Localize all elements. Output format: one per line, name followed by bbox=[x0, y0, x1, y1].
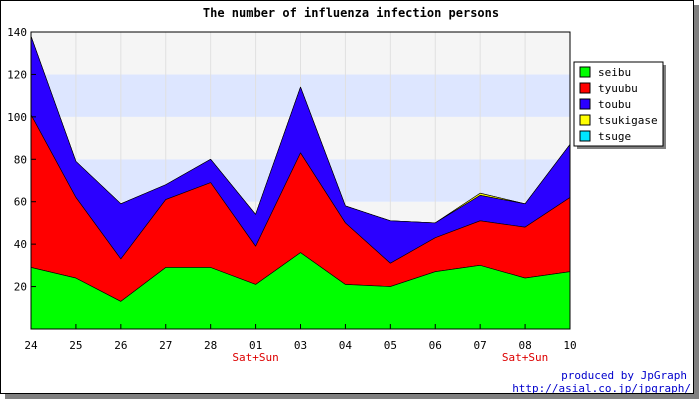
x-tick-label: 04 bbox=[339, 339, 353, 352]
legend-swatch bbox=[579, 114, 591, 126]
x-tick-label: 08 bbox=[518, 339, 531, 352]
x-tick-label: 01 bbox=[249, 339, 262, 352]
legend-label: toubu bbox=[598, 98, 631, 111]
legend-swatch bbox=[579, 130, 591, 142]
credit-line-1: produced by JpGraph bbox=[561, 369, 687, 382]
x-tick-label: 26 bbox=[114, 339, 127, 352]
y-tick-label: 120 bbox=[7, 68, 27, 81]
legend-label: tyuubu bbox=[598, 82, 638, 95]
chart-frame: 20 40 60 80 100 120 140 24 25 26 27 28 01 Sat+Sun 03 0… bbox=[0, 0, 694, 394]
y-axis: 20 40 60 80 100 120 140 bbox=[7, 26, 36, 294]
legend-label: tsukigase bbox=[598, 114, 658, 127]
x-tick-label: 25 bbox=[69, 339, 82, 352]
y-tick-label: 20 bbox=[14, 281, 27, 294]
x-tick-label: 03 bbox=[294, 339, 307, 352]
x-sublabel: Sat+Sun bbox=[232, 351, 278, 364]
x-tick-label: 27 bbox=[159, 339, 172, 352]
y-tick-label: 80 bbox=[14, 153, 27, 166]
credit-line-2: http://asial.co.jp/jpgraph/ bbox=[512, 382, 691, 393]
chart-title: The number of influenza infection person… bbox=[203, 6, 499, 20]
x-tick-label: 10 bbox=[563, 339, 576, 352]
y-tick-label: 60 bbox=[14, 196, 27, 209]
x-tick-label: 24 bbox=[24, 339, 38, 352]
legend: seibu tyuubu toubu tsukigase tsuge bbox=[573, 61, 666, 149]
x-tick-label: 05 bbox=[384, 339, 397, 352]
legend-swatch bbox=[579, 98, 591, 110]
legend-swatch bbox=[579, 66, 591, 78]
x-sublabel: Sat+Sun bbox=[502, 351, 548, 364]
legend-label: seibu bbox=[598, 66, 631, 79]
x-tick-label: 07 bbox=[474, 339, 487, 352]
y-tick-label: 40 bbox=[14, 238, 27, 251]
legend-swatch bbox=[579, 82, 591, 94]
legend-label: tsuge bbox=[598, 130, 631, 143]
y-tick-label: 100 bbox=[7, 111, 27, 124]
area-series bbox=[30, 35, 571, 330]
y-tick-label: 140 bbox=[7, 26, 27, 39]
x-tick-label: 28 bbox=[204, 339, 217, 352]
x-tick-label: 06 bbox=[429, 339, 442, 352]
